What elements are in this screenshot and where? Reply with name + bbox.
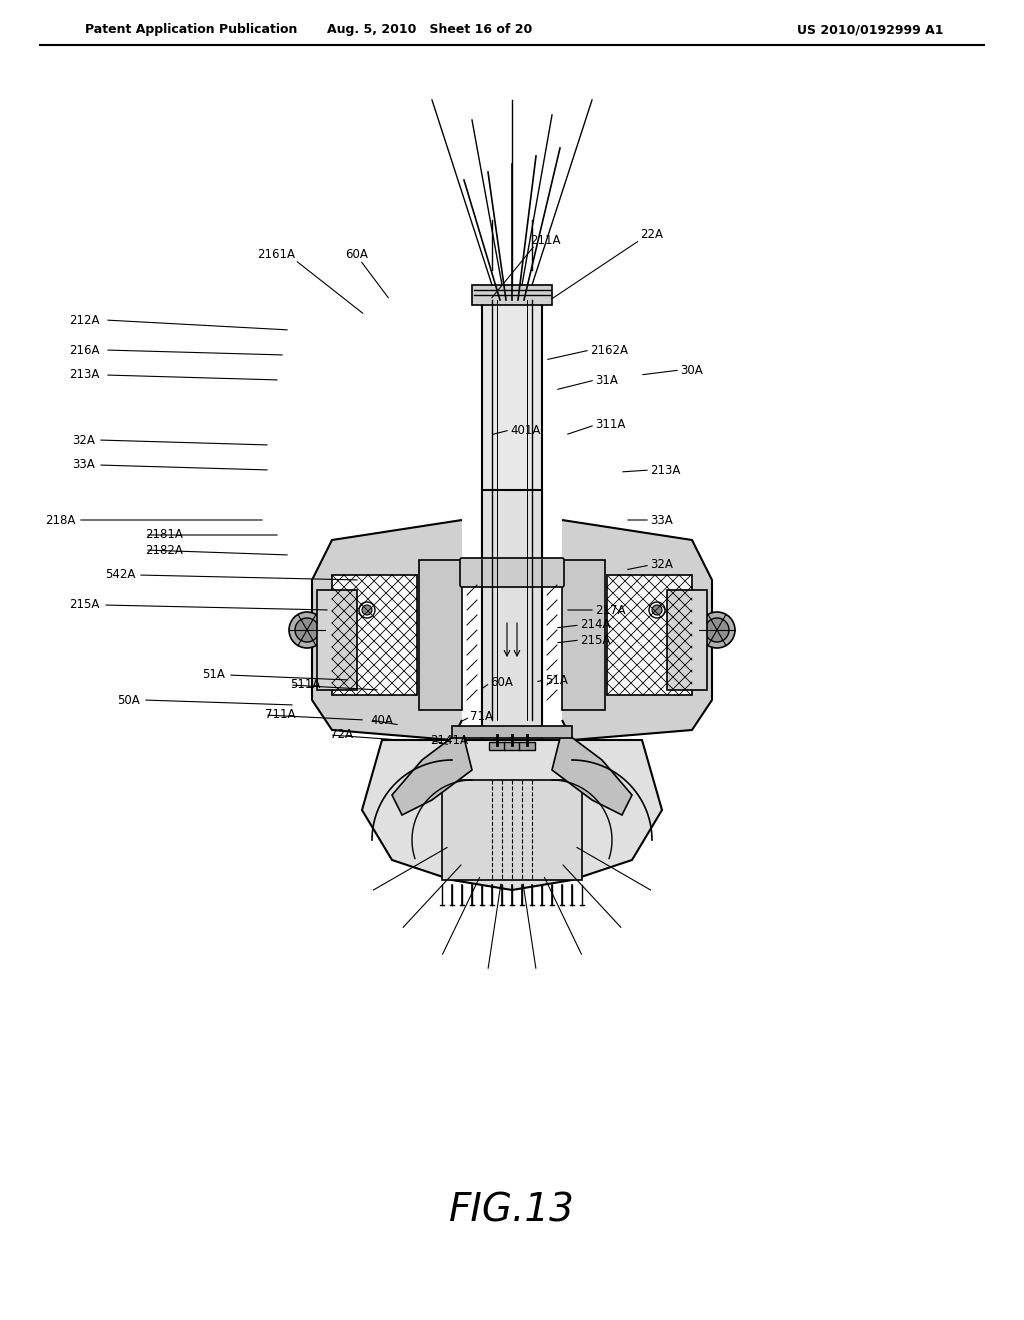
- Polygon shape: [312, 520, 462, 741]
- Text: 60A: 60A: [345, 248, 368, 261]
- Text: 60A: 60A: [490, 676, 513, 689]
- Bar: [442, 780, 582, 880]
- Text: 218A: 218A: [45, 513, 75, 527]
- Text: 401A: 401A: [510, 424, 541, 437]
- Circle shape: [359, 602, 375, 618]
- Polygon shape: [362, 741, 662, 890]
- Bar: [667, 590, 707, 690]
- Text: 2161A: 2161A: [257, 248, 295, 261]
- Text: 2162A: 2162A: [590, 343, 628, 356]
- Circle shape: [649, 602, 665, 618]
- Circle shape: [705, 618, 729, 642]
- Text: US 2010/0192999 A1: US 2010/0192999 A1: [797, 24, 943, 37]
- Bar: [489, 742, 505, 750]
- Polygon shape: [392, 730, 472, 814]
- Text: 2182A: 2182A: [145, 544, 183, 557]
- Text: 33A: 33A: [73, 458, 95, 471]
- Text: 51A: 51A: [202, 668, 225, 681]
- Polygon shape: [552, 730, 632, 814]
- Circle shape: [362, 605, 372, 615]
- Text: FIG.13: FIG.13: [450, 1191, 574, 1229]
- Text: 215A: 215A: [580, 634, 610, 647]
- Text: 212A: 212A: [70, 314, 100, 326]
- Bar: [472, 285, 552, 305]
- Text: Patent Application Publication: Patent Application Publication: [85, 24, 297, 37]
- Text: 211A: 211A: [530, 234, 560, 247]
- Text: 511A: 511A: [290, 678, 321, 692]
- Text: Aug. 5, 2010   Sheet 16 of 20: Aug. 5, 2010 Sheet 16 of 20: [328, 24, 532, 37]
- Text: 2181A: 2181A: [145, 528, 183, 541]
- Bar: [452, 726, 572, 738]
- Text: 311A: 311A: [595, 418, 626, 432]
- Text: 50A: 50A: [118, 693, 140, 706]
- Text: 30A: 30A: [680, 363, 702, 376]
- Text: 40A: 40A: [370, 714, 393, 726]
- Text: 213A: 213A: [70, 368, 100, 381]
- Circle shape: [652, 605, 662, 615]
- Polygon shape: [562, 520, 712, 741]
- Circle shape: [295, 618, 319, 642]
- Text: 216A: 216A: [70, 343, 100, 356]
- Text: 31A: 31A: [595, 374, 617, 387]
- Text: 542A: 542A: [104, 569, 135, 582]
- Text: 711A: 711A: [265, 709, 296, 722]
- Text: 2141A: 2141A: [430, 734, 468, 747]
- Text: 214A: 214A: [580, 619, 610, 631]
- Text: 32A: 32A: [650, 558, 673, 572]
- Text: 33A: 33A: [650, 513, 673, 527]
- Bar: [482, 300, 542, 719]
- Bar: [504, 742, 520, 750]
- Bar: [419, 560, 462, 710]
- Text: 32A: 32A: [72, 433, 95, 446]
- FancyBboxPatch shape: [460, 558, 564, 587]
- Bar: [607, 576, 692, 696]
- Circle shape: [699, 612, 735, 648]
- Circle shape: [289, 612, 325, 648]
- Bar: [562, 560, 605, 710]
- Text: 215A: 215A: [70, 598, 100, 611]
- Text: 72A: 72A: [330, 729, 353, 742]
- Bar: [317, 590, 357, 690]
- Bar: [482, 490, 542, 770]
- Text: 71A: 71A: [470, 710, 493, 723]
- Bar: [332, 576, 417, 696]
- Text: 22A: 22A: [640, 228, 663, 242]
- Text: 213A: 213A: [650, 463, 680, 477]
- Text: 217A: 217A: [595, 603, 626, 616]
- Bar: [519, 742, 535, 750]
- Text: 51A: 51A: [545, 673, 568, 686]
